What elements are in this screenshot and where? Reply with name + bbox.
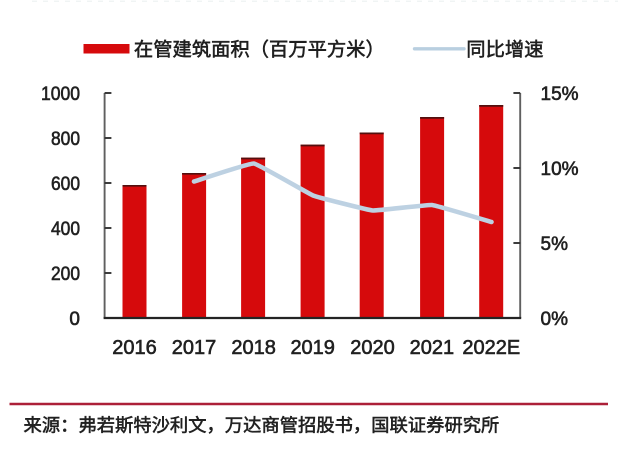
svg-text:5%: 5% xyxy=(541,234,569,255)
svg-text:0: 0 xyxy=(69,309,80,330)
svg-text:200: 200 xyxy=(51,264,80,285)
svg-text:2020: 2020 xyxy=(350,337,395,359)
svg-text:600: 600 xyxy=(51,174,80,195)
svg-text:800: 800 xyxy=(51,129,80,150)
svg-text:1000: 1000 xyxy=(41,84,80,105)
svg-text:2017: 2017 xyxy=(172,337,217,359)
svg-text:2018: 2018 xyxy=(231,337,276,359)
svg-text:15%: 15% xyxy=(541,84,579,105)
svg-text:2019: 2019 xyxy=(290,337,335,359)
svg-text:2022E: 2022E xyxy=(462,337,520,359)
svg-text:400: 400 xyxy=(51,219,80,240)
svg-text:2016: 2016 xyxy=(112,337,157,359)
svg-text:10%: 10% xyxy=(541,159,579,180)
svg-text:0%: 0% xyxy=(541,309,569,330)
svg-text:2021: 2021 xyxy=(410,337,455,359)
